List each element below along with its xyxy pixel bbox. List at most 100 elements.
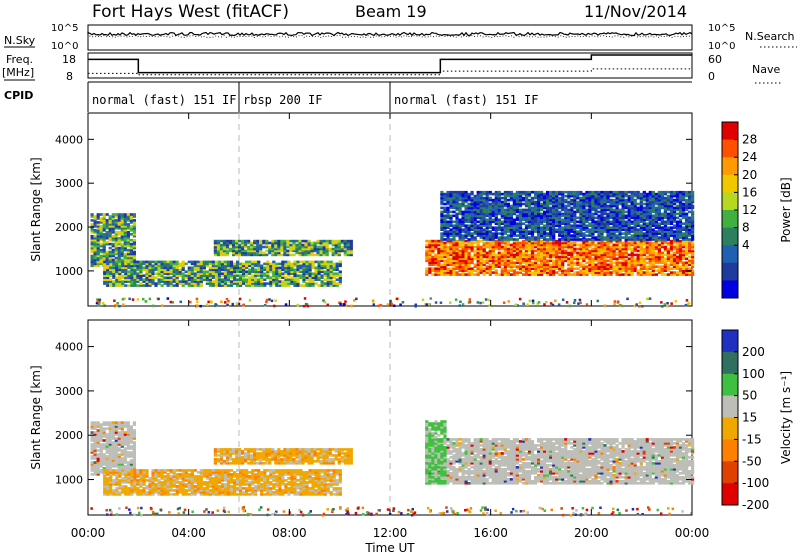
- echo-cell: [627, 214, 631, 218]
- echo-cell: [434, 273, 438, 276]
- echo-cell: [216, 247, 221, 251]
- echo-cell: [485, 196, 489, 200]
- echo-cell: [332, 284, 336, 287]
- echo-cell: [437, 247, 441, 251]
- echo-cell: [615, 230, 619, 233]
- echo-cell: [202, 260, 206, 264]
- echo-cell: [633, 200, 637, 204]
- echo-cell: [290, 276, 294, 279]
- echo-cell: [512, 269, 516, 272]
- echo-cell: [482, 261, 486, 265]
- echo-cell: [163, 260, 167, 264]
- echo-cell: [111, 231, 115, 234]
- echo-cell: [106, 266, 110, 270]
- echo-cell: [603, 202, 607, 206]
- echo-cell: [561, 239, 565, 243]
- echo-cell: [597, 263, 601, 267]
- echo-cell: [148, 264, 152, 268]
- echo-cell: [338, 272, 342, 275]
- echo-cell: [612, 194, 616, 198]
- echo-cell: [470, 224, 474, 227]
- echo-cell: [108, 215, 112, 218]
- echo-cell: [277, 251, 281, 255]
- echo-cell: [491, 267, 495, 270]
- echo-cell: [118, 264, 122, 268]
- echo-cell: [157, 270, 161, 274]
- echo-cell: [570, 247, 574, 251]
- echo-cell: [458, 226, 462, 229]
- echo-cell: [304, 251, 308, 255]
- echo-cell: [621, 216, 625, 220]
- echo-cell: [476, 216, 480, 220]
- echo-cell: [181, 272, 185, 275]
- echo-cell: [515, 206, 519, 210]
- echo-cell: [570, 212, 574, 216]
- echo-cell: [482, 190, 486, 194]
- echo-cell: [467, 301, 471, 304]
- echo-cell: [287, 272, 291, 275]
- echo-cell: [591, 196, 595, 200]
- echo-cell: [311, 284, 315, 287]
- echo-cell: [123, 258, 127, 262]
- echo-cell: [266, 264, 270, 268]
- echo-cell: [672, 202, 677, 206]
- echo-cell: [102, 254, 106, 258]
- echo-cell: [488, 239, 492, 243]
- echo-cell: [497, 224, 501, 227]
- echo-cell: [129, 217, 133, 220]
- echo-cell: [645, 257, 649, 261]
- echo-cell: [266, 266, 270, 270]
- echo-cell: [449, 241, 453, 245]
- echo-cell: [558, 192, 562, 196]
- echo-cell: [114, 238, 118, 242]
- echo-cell: [132, 240, 136, 244]
- echo-cell: [311, 262, 315, 266]
- echo-cell: [476, 198, 480, 202]
- echo-cell: [145, 268, 149, 272]
- echo-cell: [476, 232, 480, 235]
- echo-cell: [512, 200, 516, 204]
- echo-cell: [133, 262, 137, 266]
- echo-cell: [114, 256, 118, 260]
- echo-cell: [443, 249, 447, 253]
- echo-cell: [190, 280, 194, 283]
- echo-cell: [272, 260, 276, 264]
- echo-cell: [639, 220, 643, 224]
- echo-cell: [506, 247, 510, 251]
- echo-cell: [488, 196, 492, 200]
- echo-cell: [233, 270, 237, 274]
- echo-cell: [219, 247, 224, 251]
- echo-cell: [99, 238, 103, 242]
- echo-cell: [588, 241, 592, 245]
- echo-cell: [308, 276, 312, 279]
- echo-cell: [576, 259, 580, 263]
- echo-cell: [90, 260, 94, 264]
- echo-cell: [549, 236, 553, 239]
- echo-cell: [154, 264, 158, 268]
- nave-tick-bottom: 0: [708, 70, 715, 83]
- echo-cell: [527, 198, 532, 202]
- echo-cell: [594, 208, 598, 212]
- echo-cell: [217, 260, 222, 264]
- echo-cell: [239, 280, 243, 283]
- echo-cell: [609, 271, 613, 274]
- echo-cell: [452, 271, 456, 274]
- echo-cell: [579, 220, 583, 224]
- echo-cell: [612, 226, 616, 229]
- echo-cell: [675, 247, 680, 251]
- echo-cell: [642, 271, 646, 274]
- echo-cell: [245, 270, 249, 274]
- echo-cell: [678, 239, 683, 243]
- echo-cell: [561, 234, 565, 237]
- echo-cell: [648, 257, 652, 261]
- echo-cell: [455, 263, 459, 267]
- echo-cell: [467, 259, 471, 263]
- echo-cell: [621, 247, 625, 251]
- echo-cell: [518, 241, 523, 245]
- echo-cell: [621, 212, 625, 216]
- echo-cell: [464, 204, 468, 208]
- echo-cell: [627, 236, 631, 239]
- echo-cell: [524, 241, 529, 245]
- echo-cell: [235, 247, 239, 251]
- echo-cell: [214, 284, 218, 287]
